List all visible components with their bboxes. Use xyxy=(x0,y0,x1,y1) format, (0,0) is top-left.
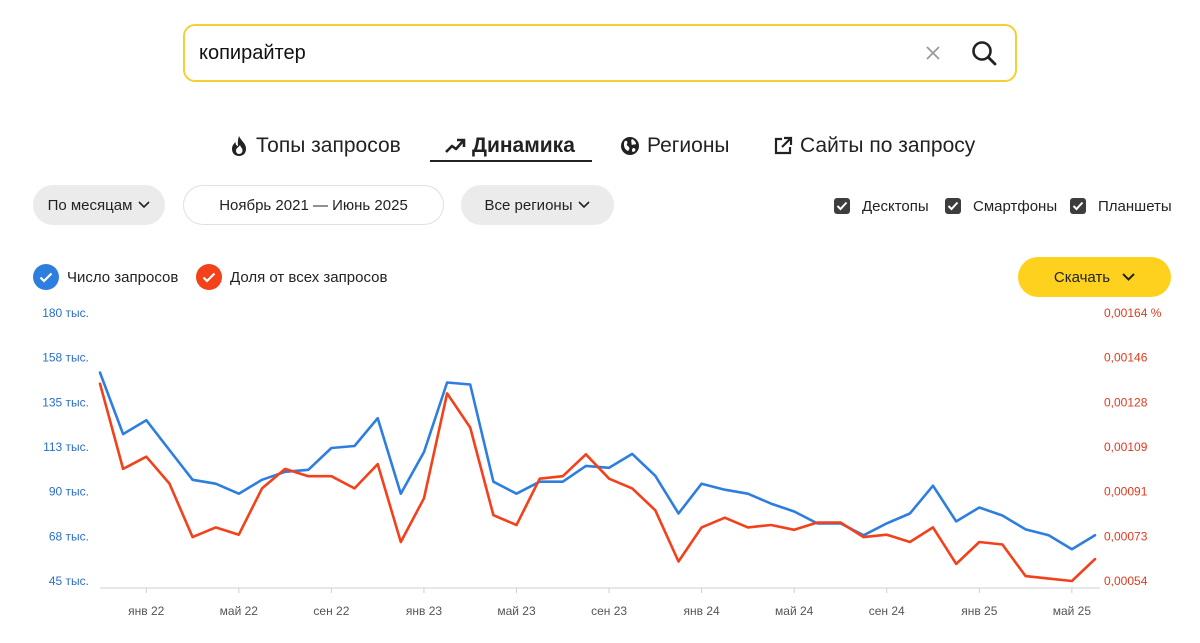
device-label: Десктопы xyxy=(862,197,929,215)
checkbox-checked-icon xyxy=(834,198,850,214)
x-tick-label: янв 24 xyxy=(684,604,721,618)
search-bar[interactable]: копирайтер xyxy=(183,24,1017,82)
legend-toggle-count[interactable]: Число запросов xyxy=(33,263,178,291)
series-line-count xyxy=(98,371,1097,551)
x-tick-label: май 24 xyxy=(775,604,814,618)
region-label: Все регионы xyxy=(484,196,573,214)
tab-label: Сайты по запросу xyxy=(800,134,976,157)
x-tick-label: май 23 xyxy=(497,604,536,618)
trend-icon xyxy=(444,135,466,157)
x-tick-label: сен 23 xyxy=(591,604,627,618)
tab-top-queries[interactable]: Топы запросов xyxy=(228,128,401,164)
date-range-picker[interactable]: Ноябрь 2021 — Июнь 2025 xyxy=(183,185,444,225)
y-right-tick-label: 0,00128 xyxy=(1104,395,1148,409)
y-right-tick-label: 0,00091 xyxy=(1104,485,1148,499)
download-label: Скачать xyxy=(1053,268,1111,286)
device-smartphone-checkbox[interactable]: Смартфоны xyxy=(945,195,1057,217)
clear-icon[interactable] xyxy=(921,41,945,65)
check-icon xyxy=(196,264,222,290)
x-tick-label: май 25 xyxy=(1053,604,1092,618)
chevron-down-icon xyxy=(1122,273,1135,281)
tabs-bar: Топы запросов Динамика Регионы Сайты по … xyxy=(0,128,1200,168)
x-tick-label: янв 23 xyxy=(406,604,443,618)
region-select[interactable]: Все регионы xyxy=(461,185,614,225)
checkbox-checked-icon xyxy=(945,198,961,214)
external-link-icon xyxy=(772,135,794,157)
y-left-tick-label: 135 тыс. xyxy=(42,395,89,409)
y-left-tick-label: 113 тыс. xyxy=(43,440,89,454)
x-tick-label: сен 24 xyxy=(869,604,905,618)
y-right-tick-label: 0,00109 xyxy=(1104,440,1148,454)
tab-sites[interactable]: Сайты по запросу xyxy=(772,128,975,164)
period-select[interactable]: По месяцам xyxy=(33,185,165,225)
globe-icon xyxy=(619,135,641,157)
fire-icon xyxy=(228,135,250,157)
y-left-tick-label: 158 тыс. xyxy=(42,351,89,365)
download-button[interactable]: Скачать xyxy=(1018,257,1171,297)
y-right-tick-label: 0,00146 xyxy=(1104,351,1148,365)
date-range-label: Ноябрь 2021 — Июнь 2025 xyxy=(219,196,408,214)
device-label: Смартфоны xyxy=(973,197,1058,215)
period-label: По месяцам xyxy=(47,196,133,214)
chevron-down-icon xyxy=(578,201,591,209)
dynamics-chart[interactable]: 180 тыс. 158 тыс. 135 тыс. 113 тыс. 90 тыс. 6… xyxy=(0,300,1200,640)
legend-label: Число запросов xyxy=(67,268,179,286)
y-left-tick-label: 45 тыс. xyxy=(49,574,89,588)
y-left-tick-label: 90 тыс. xyxy=(49,485,89,499)
y-right-tick-label: 0,00073 xyxy=(1104,529,1148,543)
x-tick-label: май 22 xyxy=(220,604,259,618)
x-tick-label: янв 22 xyxy=(128,604,165,618)
tab-label: Динамика xyxy=(472,134,575,157)
legend-label: Доля от всех запросов xyxy=(230,268,388,286)
device-desktop-checkbox[interactable]: Десктопы xyxy=(834,195,929,217)
chevron-down-icon xyxy=(138,201,150,209)
tab-label: Регионы xyxy=(647,134,730,157)
y-right-tick-label: 0,00054 xyxy=(1104,574,1148,588)
series-line-share xyxy=(98,382,1097,583)
check-icon xyxy=(33,264,59,290)
device-tablet-checkbox[interactable]: Планшеты xyxy=(1070,195,1172,217)
y-left-tick-label: 68 тыс. xyxy=(49,529,89,543)
legend-toggle-share[interactable]: Доля от всех запросов xyxy=(196,263,387,291)
x-tick-label: янв 25 xyxy=(961,604,998,618)
search-input[interactable]: копирайтер xyxy=(199,41,306,64)
device-label: Планшеты xyxy=(1098,197,1172,215)
tab-label: Топы запросов xyxy=(256,134,401,157)
active-tab-underline xyxy=(430,160,592,162)
tab-dynamics[interactable]: Динамика xyxy=(444,128,575,164)
tab-regions[interactable]: Регионы xyxy=(619,128,730,164)
x-tick-label: сен 22 xyxy=(313,604,349,618)
checkbox-checked-icon xyxy=(1070,198,1086,214)
search-icon[interactable] xyxy=(969,38,999,68)
y-right-tick-label: 0,00164 % xyxy=(1104,306,1162,320)
y-left-tick-label: 180 тыс. xyxy=(42,306,89,320)
